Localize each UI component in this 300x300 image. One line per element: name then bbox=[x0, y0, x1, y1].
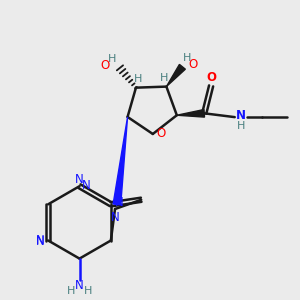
Polygon shape bbox=[177, 110, 205, 117]
Text: N: N bbox=[35, 235, 44, 248]
Text: N: N bbox=[35, 234, 44, 247]
Text: O: O bbox=[188, 58, 198, 71]
Text: O: O bbox=[157, 128, 166, 140]
Text: N: N bbox=[75, 279, 84, 292]
Text: O: O bbox=[101, 59, 110, 72]
Text: H: H bbox=[237, 121, 245, 130]
Text: N: N bbox=[111, 211, 119, 224]
Text: H: H bbox=[134, 74, 142, 84]
Text: H: H bbox=[84, 286, 92, 296]
Text: O: O bbox=[206, 71, 216, 84]
Polygon shape bbox=[113, 117, 127, 205]
Text: H: H bbox=[183, 53, 191, 63]
Text: N: N bbox=[236, 109, 246, 122]
Text: N: N bbox=[115, 196, 124, 209]
Text: H: H bbox=[67, 286, 75, 296]
Text: N: N bbox=[75, 173, 84, 186]
Text: H: H bbox=[107, 55, 116, 64]
Polygon shape bbox=[167, 64, 185, 87]
Text: H: H bbox=[160, 73, 169, 83]
Text: N: N bbox=[82, 179, 91, 192]
